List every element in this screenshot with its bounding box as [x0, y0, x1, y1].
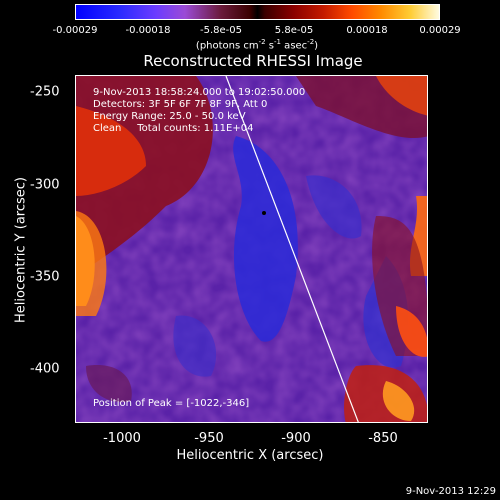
colorbar-tick: -0.00018	[125, 25, 171, 36]
y-axis-label: Heliocentric Y (arcsec)	[13, 177, 29, 323]
clean-counts: Clean Total counts: 1.11E+04	[93, 123, 254, 134]
colorbar	[75, 4, 440, 20]
energy-range: Energy Range: 25.0 - 50.0 keV	[93, 111, 246, 122]
y-tick: -300	[30, 177, 60, 193]
y-tick: -350	[30, 269, 60, 285]
peak-marker	[262, 211, 266, 215]
y-tick: -400	[30, 361, 60, 377]
colorbar-unit: (photons cm-2 s-1 asec-2)	[195, 38, 319, 52]
x-tick: -1000	[103, 431, 141, 446]
x-tick: -900	[281, 431, 311, 446]
x-axis-label: Heliocentric X (arcsec)	[176, 448, 324, 463]
rhessi-image	[76, 76, 427, 422]
solar-limb-line	[225, 76, 359, 422]
detectors: Detectors: 3F 5F 6F 7F 8F 9F, Att 0	[93, 99, 268, 110]
image-frame	[75, 75, 428, 423]
x-tick: -850	[368, 431, 398, 446]
time-range: 9-Nov-2013 18:58:24.000 to 19:02:50.000	[93, 87, 306, 98]
peak-position: Position of Peak = [-1022,-346]	[93, 398, 250, 409]
colorbar-tick: -5.8e-05	[200, 25, 242, 36]
colorbar-tick: 0.00018	[346, 25, 388, 36]
colorbar-tick: 5.8e-05	[274, 25, 314, 36]
plot-title: Reconstructed RHESSI Image	[143, 52, 363, 70]
observation-info: 9-Nov-2013 18:58:24.000 to 19:02:50.000 …	[93, 87, 305, 135]
x-tick: -950	[194, 431, 224, 446]
colorbar-tick: -0.00029	[52, 25, 98, 36]
y-tick: -250	[30, 84, 60, 100]
colorbar-tick: 0.00029	[419, 25, 461, 36]
timestamp: 9-Nov-2013 12:29	[405, 486, 496, 497]
